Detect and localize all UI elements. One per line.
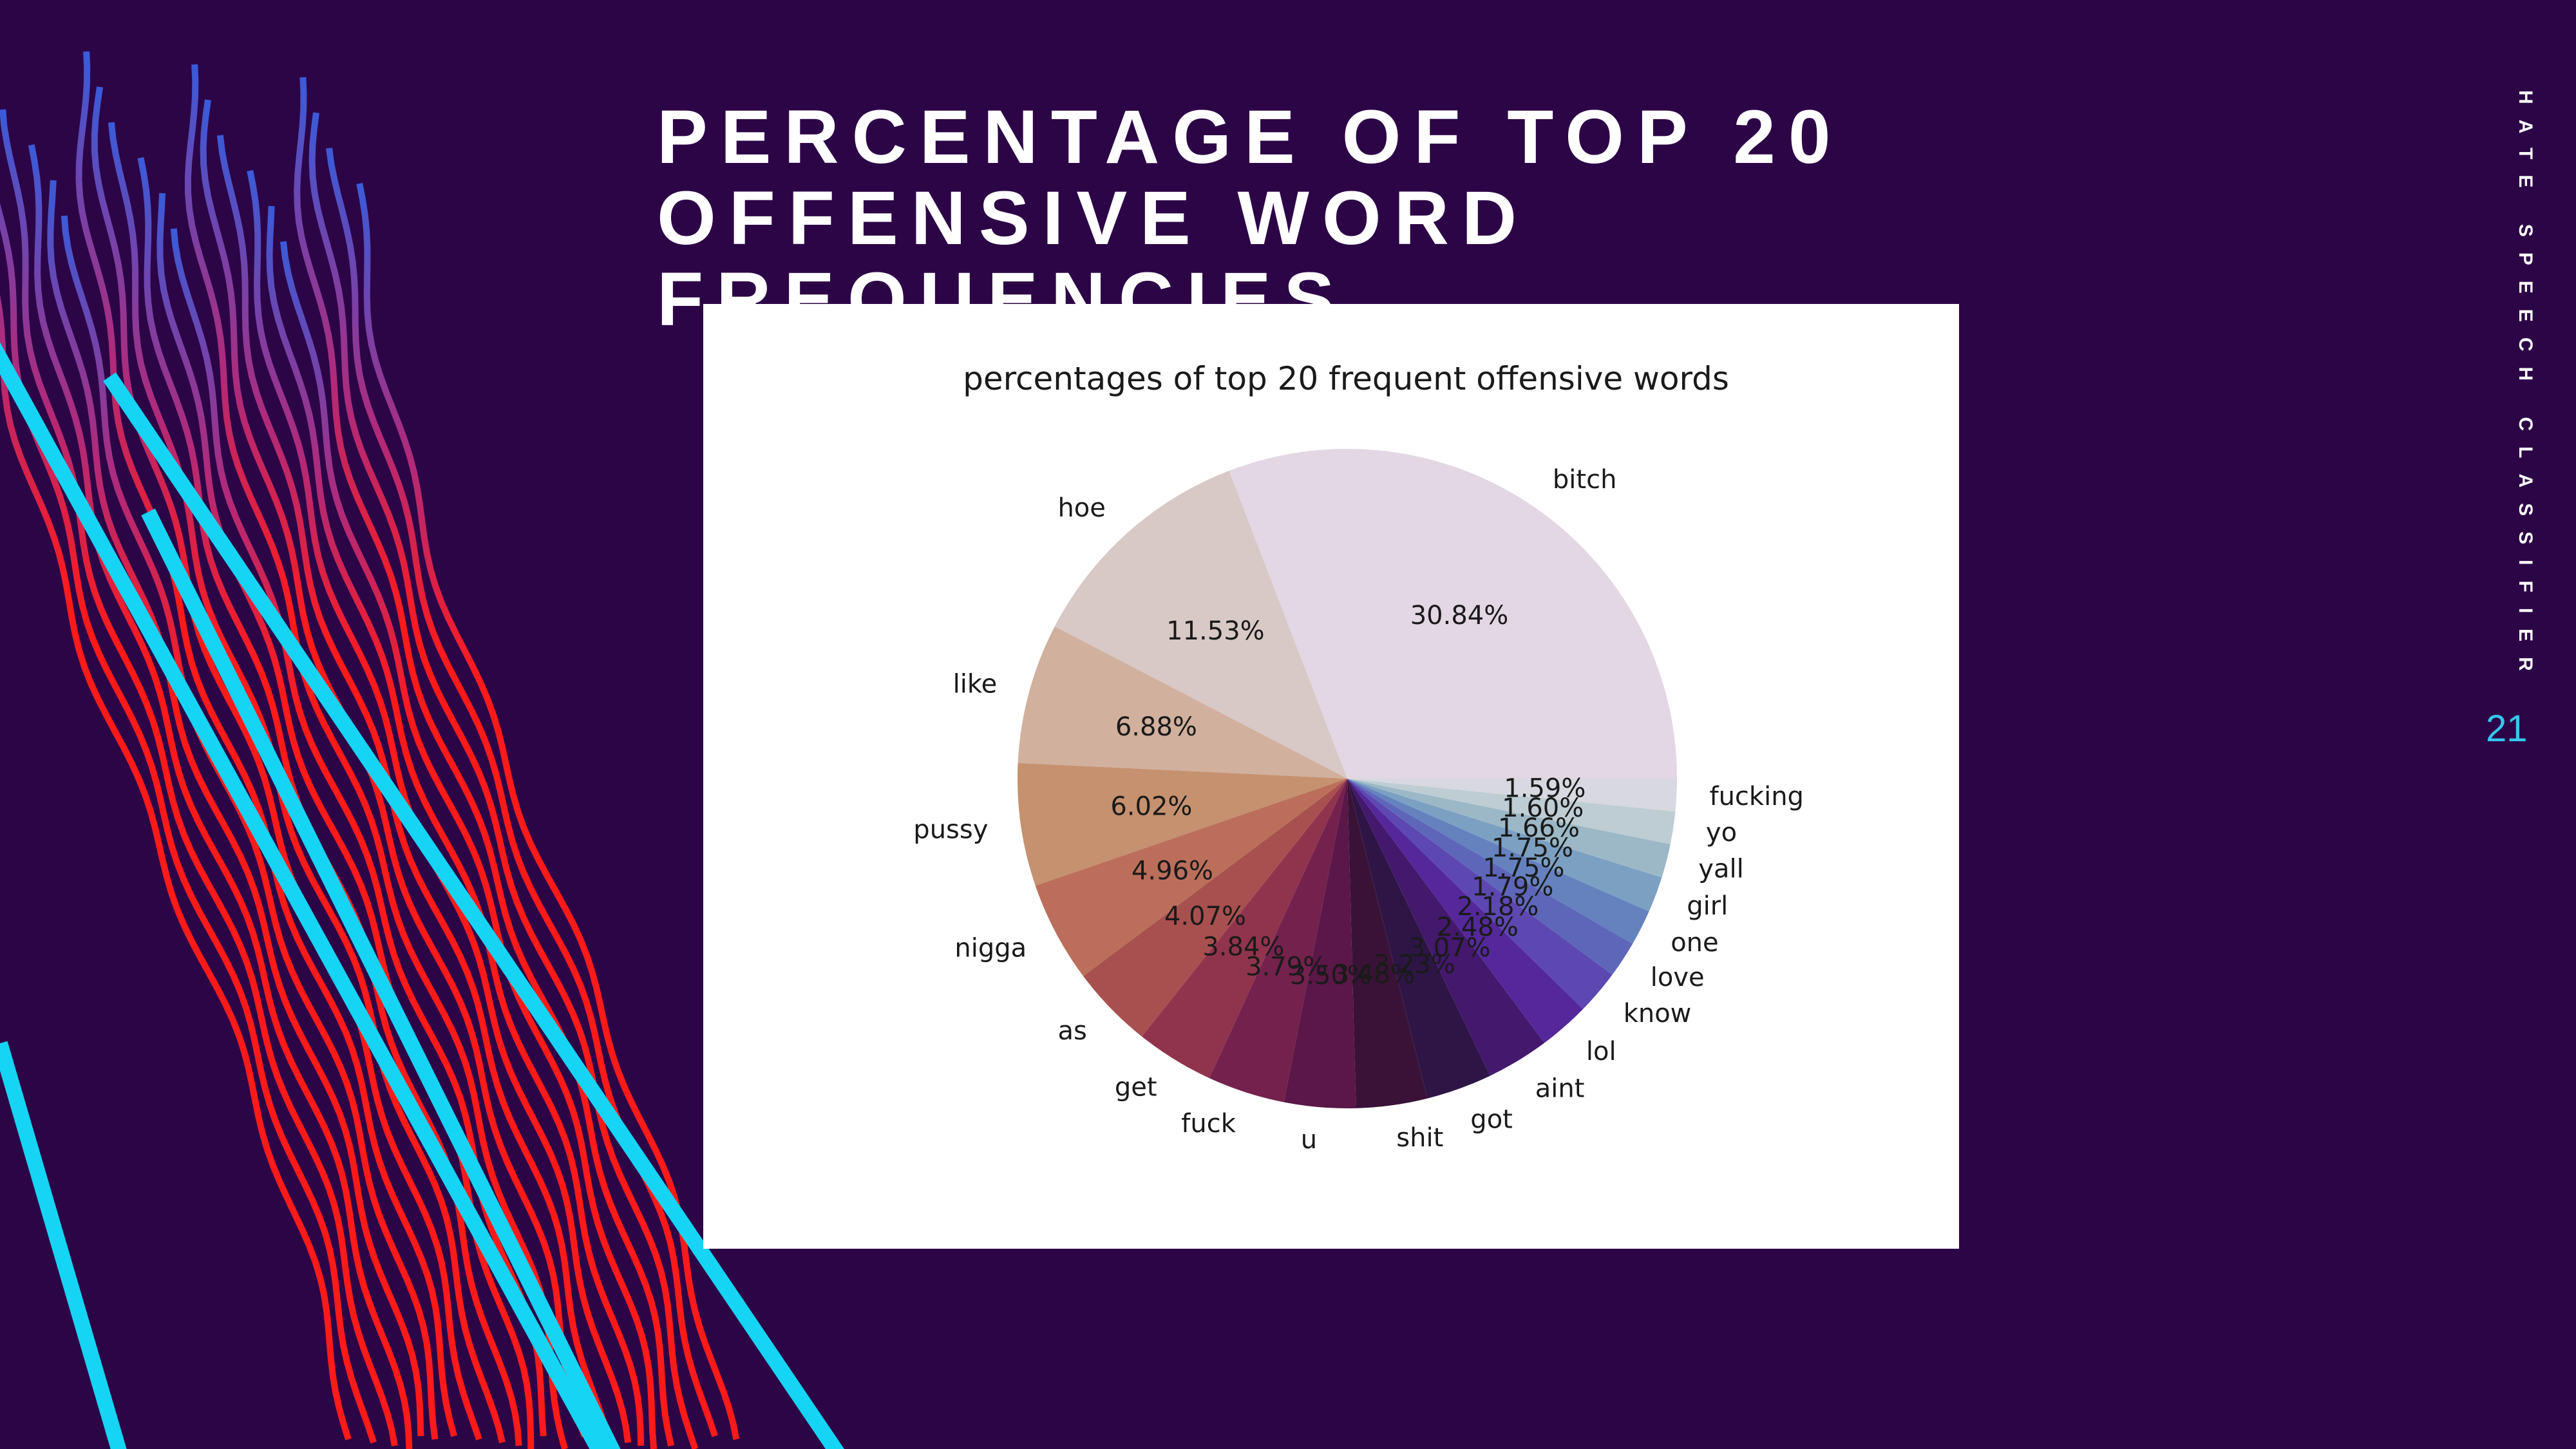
pie-percent-label-yo: 1.60% bbox=[1502, 793, 1584, 823]
pie-category-label-u: u bbox=[1301, 1125, 1317, 1155]
pie-category-label-fuck: fuck bbox=[1181, 1109, 1236, 1139]
pie-slice-like bbox=[1018, 626, 1347, 779]
pie-percent-label-aint: 3.07% bbox=[1409, 933, 1491, 963]
pie-percent-label-yall: 1.66% bbox=[1498, 813, 1580, 843]
cyan-diagonal-line bbox=[0, 1041, 127, 1449]
pie-category-label-nigga: nigga bbox=[954, 933, 1027, 963]
pie-slice-know bbox=[1347, 779, 1613, 1009]
pie-category-label-pussy: pussy bbox=[913, 815, 988, 845]
pie-category-label-lol: lol bbox=[1586, 1037, 1616, 1066]
pie-category-label-fucking: fucking bbox=[1710, 782, 1804, 811]
wave-line bbox=[308, 112, 699, 1449]
pie-slice-hoe bbox=[1054, 471, 1347, 779]
pie-percent-label-one: 1.75% bbox=[1482, 853, 1564, 883]
pie-category-label-know: know bbox=[1624, 999, 1692, 1028]
pie-slice-u bbox=[1283, 779, 1356, 1109]
pie-slice-yall bbox=[1347, 779, 1671, 878]
pie-slice-get bbox=[1141, 779, 1347, 1079]
pie-category-label-like: like bbox=[953, 669, 998, 699]
pie-percent-label-get: 3.84% bbox=[1202, 933, 1284, 962]
wave-line bbox=[294, 77, 674, 1447]
pie-slice-one bbox=[1347, 779, 1649, 944]
pie-category-label-shit: shit bbox=[1396, 1123, 1443, 1153]
pie-percent-label-love: 1.79% bbox=[1472, 873, 1553, 902]
pie-percent-label-know: 2.18% bbox=[1457, 892, 1539, 922]
slide-title-line-1: PERCENTAGE OF TOP 20 bbox=[657, 95, 1844, 180]
pie-percent-label-nigga: 4.96% bbox=[1132, 857, 1213, 886]
wave-line bbox=[280, 241, 658, 1449]
pie-slice-fuck bbox=[1209, 779, 1347, 1103]
pie-category-label-love: love bbox=[1651, 963, 1705, 992]
wave-line bbox=[61, 215, 439, 1440]
pie-percent-label-fuck: 3.79% bbox=[1245, 952, 1327, 981]
pie-category-label-hoe: hoe bbox=[1057, 493, 1105, 523]
pie-percent-label-as: 4.07% bbox=[1164, 902, 1246, 931]
pie-percent-labels: 30.84% 11.53% 6.88% 6.02% 4.96% 4.07%3.84%3.7… bbox=[1110, 601, 1586, 990]
pie-percent-label-fucking: 1.59% bbox=[1504, 773, 1586, 803]
pie-slice-shit bbox=[1347, 779, 1428, 1108]
pie-slice-fucking bbox=[1347, 779, 1677, 812]
chart-panel: percentages of top 20 frequent offensive… bbox=[703, 304, 1959, 1249]
wave-line-group bbox=[0, 51, 740, 1449]
wave-line bbox=[91, 86, 482, 1441]
wave-line bbox=[0, 109, 398, 1446]
pie-slice-pussy bbox=[1018, 762, 1347, 886]
pie-percent-label-pussy: 6.02% bbox=[1110, 791, 1192, 821]
pie-percent-label-hoe: 11.53% bbox=[1166, 616, 1265, 646]
pie-slice-as bbox=[1083, 779, 1347, 1037]
pie-slice-love bbox=[1347, 779, 1633, 975]
pie-percent-label-shit: 3.48% bbox=[1333, 960, 1415, 989]
pie-slice-yo bbox=[1347, 779, 1676, 844]
pie-category-label-yo: yo bbox=[1706, 818, 1737, 848]
pie-chart: percentages of top 20 frequent offensive… bbox=[913, 360, 1804, 1155]
wave-line bbox=[75, 51, 458, 1437]
pie-category-label-aint: aint bbox=[1535, 1074, 1585, 1104]
pie-percent-label-lol: 2.48% bbox=[1437, 913, 1519, 942]
pie-category-label-get: get bbox=[1115, 1073, 1157, 1103]
pie-slices bbox=[1018, 449, 1677, 1109]
cyan-diagonal-line bbox=[103, 372, 844, 1449]
pie-category-label-got: got bbox=[1470, 1105, 1513, 1135]
cyan-diagonal-line bbox=[141, 508, 621, 1449]
pie-percent-label-like: 6.88% bbox=[1115, 712, 1197, 742]
pie-slice-bitch bbox=[1229, 449, 1677, 779]
pie-percent-label-u: 3.50% bbox=[1290, 961, 1372, 990]
pie-percent-label-got: 3.23% bbox=[1374, 950, 1455, 980]
pie-percent-label-girl: 1.75% bbox=[1492, 833, 1573, 863]
wave-line bbox=[47, 180, 424, 1437]
pie-slice-got bbox=[1347, 779, 1490, 1099]
vertical-side-label: HATE SPEECH CLASSIFIER bbox=[2515, 90, 2536, 687]
wave-line bbox=[170, 228, 547, 1437]
wave-line bbox=[266, 205, 645, 1446]
pie-slice-aint bbox=[1347, 779, 1545, 1076]
pie-slice-nigga bbox=[1035, 779, 1347, 976]
wave-line bbox=[0, 203, 377, 1444]
chart-title: percentages of top 20 frequent offensive… bbox=[963, 360, 1729, 397]
pie-category-label-yall: yall bbox=[1698, 855, 1743, 884]
page-number: 21 bbox=[2486, 708, 2528, 750]
wave-line bbox=[326, 147, 719, 1437]
pie-slice-girl bbox=[1347, 779, 1662, 912]
pie-category-label-as: as bbox=[1057, 1016, 1086, 1046]
wave-line bbox=[28, 144, 413, 1449]
pie-category-label-bitch: bitch bbox=[1553, 465, 1617, 495]
cyan-diagonal-line bbox=[0, 342, 607, 1449]
wave-line bbox=[184, 64, 568, 1449]
pie-category-label-one: one bbox=[1671, 928, 1718, 958]
pie-category-label-girl: girl bbox=[1687, 891, 1728, 921]
pie-percent-label-bitch: 30.84% bbox=[1410, 601, 1509, 630]
wave-line bbox=[0, 294, 352, 1441]
pie-slice-lol bbox=[1347, 779, 1584, 1043]
